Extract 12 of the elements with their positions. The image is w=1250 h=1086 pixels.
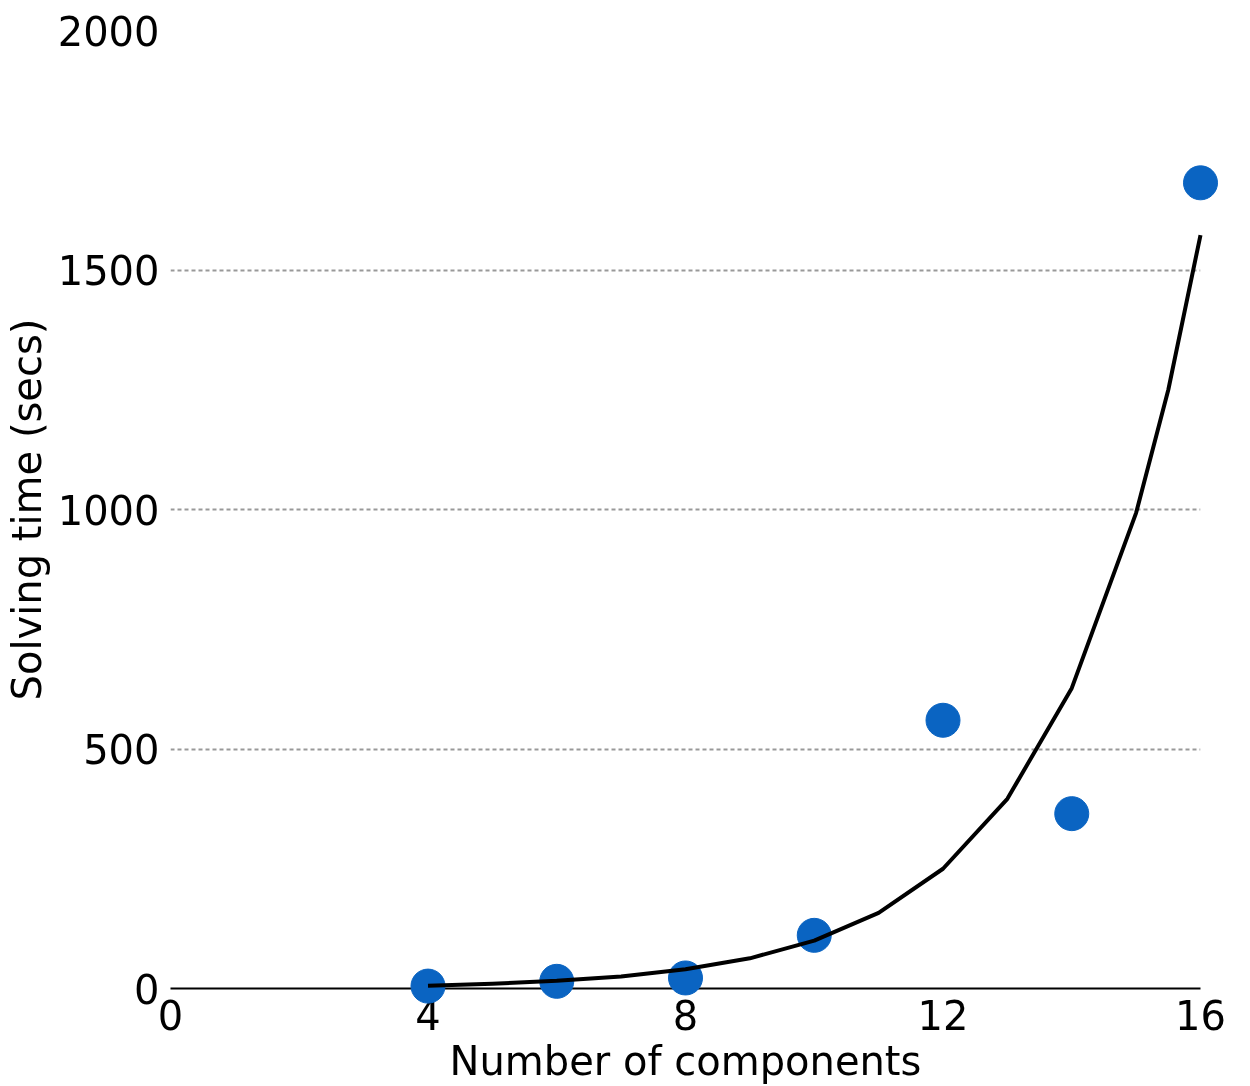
y-tick-label: 2000 (57, 8, 160, 55)
x-tick-label: 8 (672, 992, 699, 1039)
x-axis-title: Number of components (449, 1037, 922, 1084)
x-tick-label: 16 (1175, 992, 1226, 1039)
point (925, 702, 961, 738)
y-tick-label: 500 (83, 727, 160, 773)
y-axis-title: Solving time (secs) (3, 318, 50, 701)
y-tick-label: 1500 (57, 248, 160, 294)
point (1183, 165, 1218, 201)
x-tick-label: 12 (917, 992, 969, 1039)
y-tick-label: 1000 (57, 487, 160, 534)
point (1054, 796, 1090, 832)
